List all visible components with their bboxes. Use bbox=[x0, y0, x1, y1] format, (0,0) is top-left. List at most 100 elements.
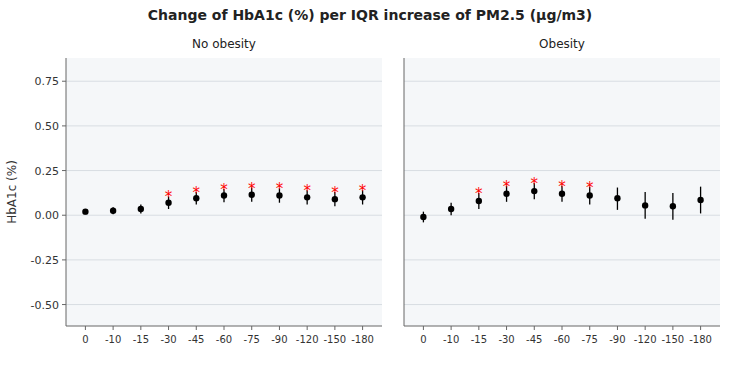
grid-line bbox=[404, 125, 720, 126]
y-tick-label: -0.25 bbox=[31, 254, 59, 267]
x-tick-label: -10 bbox=[443, 334, 459, 345]
x-tick bbox=[451, 326, 452, 330]
x-tick bbox=[196, 326, 197, 330]
x-tick bbox=[362, 326, 363, 330]
x-tick-label: -75 bbox=[582, 334, 598, 345]
panel: Obesity 0 -10 -15 -30 -45 -60 -75 -90 -120 -150 -18… bbox=[404, 37, 720, 345]
grid-line bbox=[404, 81, 720, 82]
x-tick bbox=[506, 326, 507, 330]
y-tick bbox=[62, 81, 66, 82]
point bbox=[448, 206, 454, 212]
point bbox=[614, 195, 620, 201]
significance-marker: * bbox=[475, 185, 483, 203]
significance-marker: * bbox=[586, 179, 594, 197]
grid-line bbox=[404, 304, 720, 305]
x-tick bbox=[700, 326, 701, 330]
x-tick-label: -180 bbox=[689, 334, 712, 345]
x-tick bbox=[224, 326, 225, 330]
grid-line bbox=[66, 259, 382, 260]
grid-line bbox=[66, 170, 382, 171]
grid-line bbox=[66, 304, 382, 305]
x-tick bbox=[672, 326, 673, 330]
x-tick bbox=[251, 326, 252, 330]
y-tick-label: 0.75 bbox=[35, 75, 60, 88]
x-tick bbox=[617, 326, 618, 330]
title: Change of HbA1c (%) per IQR increase of … bbox=[148, 7, 593, 23]
significance-marker: * bbox=[220, 181, 228, 199]
x-tick bbox=[279, 326, 280, 330]
x-tick-label: 0 bbox=[82, 334, 88, 345]
x-tick bbox=[589, 326, 590, 330]
x-tick bbox=[645, 326, 646, 330]
x-tick-label: -150 bbox=[324, 334, 347, 345]
y-axis-label: HbA1c (%) bbox=[5, 160, 19, 224]
annotations: * * * * * bbox=[475, 175, 594, 203]
significance-marker: * bbox=[276, 180, 284, 198]
significance-marker: * bbox=[503, 178, 511, 196]
panel-label: No obesity bbox=[192, 37, 256, 51]
y-tick-label: -0.50 bbox=[31, 299, 59, 312]
x-tick bbox=[334, 326, 335, 330]
x-tick-label: -75 bbox=[244, 334, 260, 345]
point bbox=[670, 203, 676, 209]
x-tick bbox=[478, 326, 479, 330]
grid-line bbox=[66, 81, 382, 82]
x-tick bbox=[113, 326, 114, 330]
point bbox=[82, 208, 88, 214]
plot-area bbox=[404, 58, 720, 326]
significance-marker: * bbox=[359, 182, 367, 200]
x-tick-label: -30 bbox=[160, 334, 176, 345]
grid-line bbox=[404, 170, 720, 171]
x-tick bbox=[562, 326, 563, 330]
y-axis bbox=[66, 58, 67, 326]
x-tick-label: -90 bbox=[609, 334, 625, 345]
y-tick bbox=[62, 304, 66, 305]
x-tick-label: -15 bbox=[471, 334, 487, 345]
point bbox=[697, 197, 703, 203]
y-tick-label: 0.50 bbox=[35, 120, 60, 133]
x-tick-label: -60 bbox=[554, 334, 570, 345]
significance-marker: * bbox=[531, 175, 539, 193]
point bbox=[642, 202, 648, 208]
significance-marker: * bbox=[248, 180, 256, 198]
panel: No obesity-0.50-0.250.000.250.500.75HbA1… bbox=[5, 37, 382, 345]
plot-area bbox=[66, 58, 382, 326]
significance-marker: * bbox=[303, 182, 311, 200]
point bbox=[138, 206, 144, 212]
significance-marker: * bbox=[558, 178, 566, 196]
grid-line bbox=[66, 215, 382, 216]
x-tick-label: -90 bbox=[271, 334, 287, 345]
x-tick-label: -15 bbox=[133, 334, 149, 345]
chart: Change of HbA1c (%) per IQR increase of … bbox=[0, 0, 740, 372]
significance-marker: * bbox=[331, 184, 339, 202]
x-tick bbox=[534, 326, 535, 330]
panel-label: Obesity bbox=[539, 37, 585, 51]
x-tick-label: -120 bbox=[296, 334, 319, 345]
x-tick-label: -180 bbox=[351, 334, 374, 345]
x-tick bbox=[168, 326, 169, 330]
x-tick-label: -120 bbox=[634, 334, 657, 345]
grid-line bbox=[404, 259, 720, 260]
significance-marker: * bbox=[165, 188, 173, 206]
x-tick-label: -150 bbox=[662, 334, 685, 345]
x-tick-label: 0 bbox=[420, 334, 426, 345]
y-axis bbox=[404, 58, 405, 326]
y-tick bbox=[62, 170, 66, 171]
x-tick-label: -45 bbox=[188, 334, 204, 345]
y-tick bbox=[62, 215, 66, 216]
x-tick-label: -45 bbox=[526, 334, 542, 345]
significance-marker: * bbox=[193, 184, 201, 202]
annotations: * * * * * * * * bbox=[165, 180, 367, 207]
x-tick-label: -30 bbox=[498, 334, 514, 345]
point bbox=[420, 214, 426, 220]
y-tick bbox=[62, 125, 66, 126]
x-tick-label: -10 bbox=[105, 334, 121, 345]
x-tick-label: -60 bbox=[216, 334, 232, 345]
x-tick bbox=[140, 326, 141, 330]
y-tick-label: 0.00 bbox=[35, 209, 60, 222]
y-tick bbox=[62, 259, 66, 260]
x-tick bbox=[85, 326, 86, 330]
point bbox=[110, 208, 116, 214]
x-tick bbox=[307, 326, 308, 330]
x-tick bbox=[423, 326, 424, 330]
